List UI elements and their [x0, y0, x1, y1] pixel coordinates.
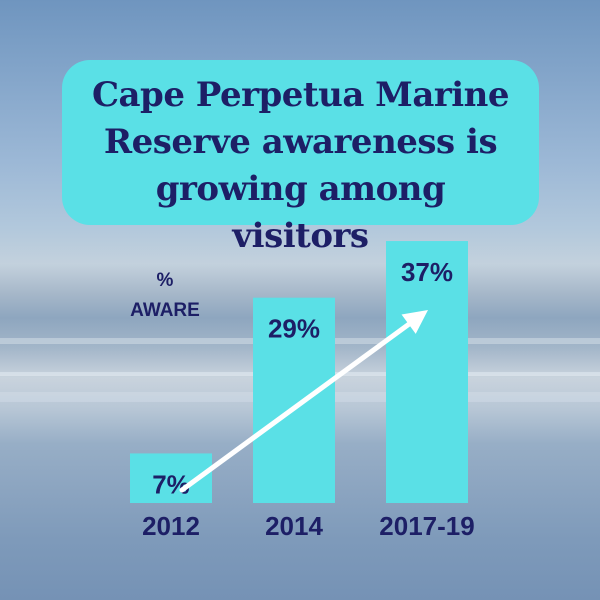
trend-arrow-shaft: [179, 316, 419, 493]
data-label: 37%: [401, 257, 453, 287]
category-label: 2014: [265, 511, 323, 541]
category-label: 2017-19: [379, 511, 474, 541]
title-box: Cape Perpetua Marine Reserve awareness i…: [62, 60, 539, 256]
bar: [253, 297, 335, 503]
labels-layer: 7% 2012 29% 2014 37% 2017-19: [142, 257, 475, 541]
trend-arrow-head: [401, 310, 428, 334]
chart-title: Cape Perpetua Marine Reserve awareness i…: [91, 75, 510, 256]
category-label: 2012: [142, 511, 200, 541]
data-label: 29%: [268, 314, 320, 344]
trend-arrow: [179, 310, 428, 493]
unit-label: % AWARE: [130, 270, 200, 321]
bar: [386, 241, 468, 504]
data-label: 7%: [152, 469, 190, 499]
